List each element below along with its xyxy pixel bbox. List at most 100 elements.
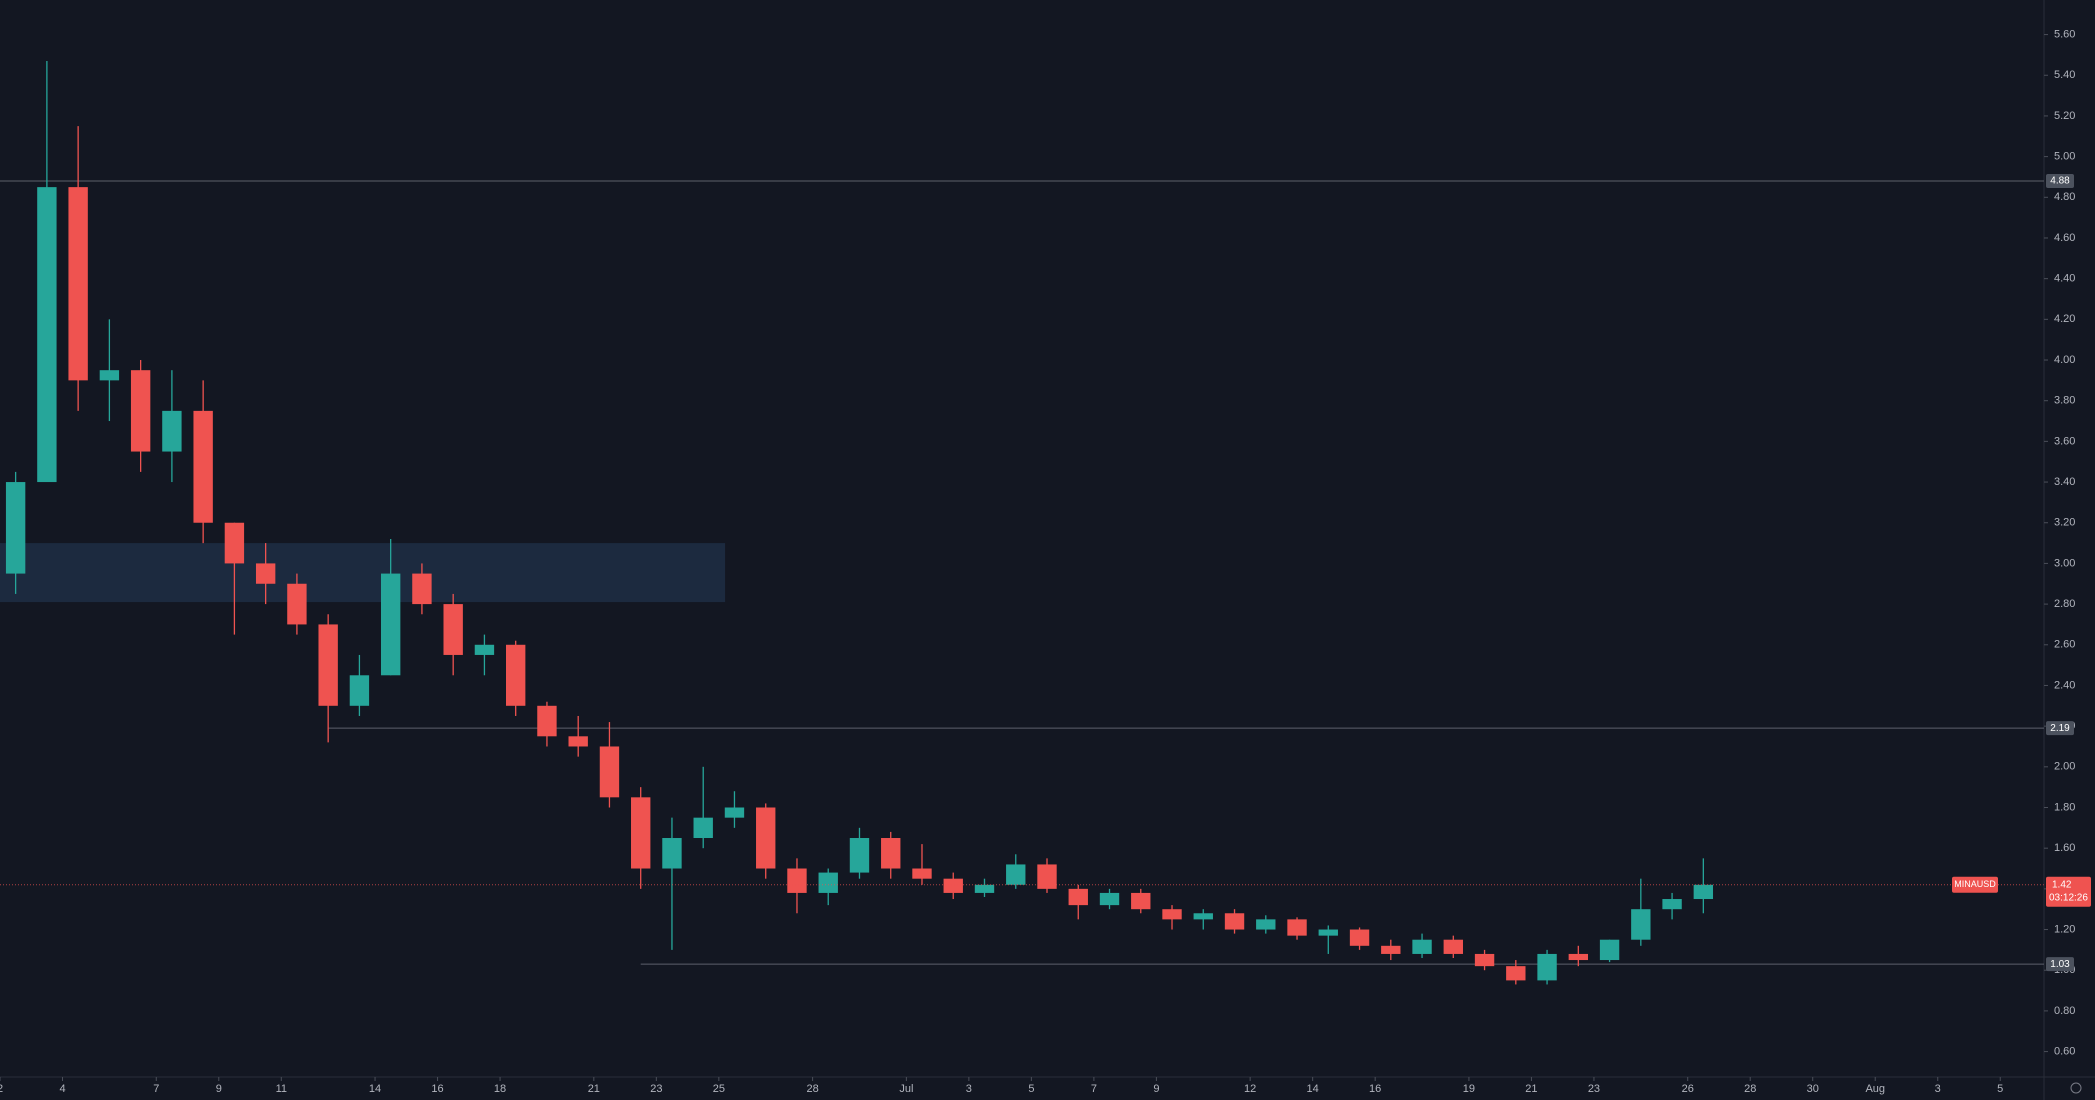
x-tick-label: 16 [431,1083,443,1095]
candle-body [1006,864,1026,885]
x-tick-label: 5 [1997,1083,2003,1095]
candle-body [318,624,338,706]
x-tick-label: 7 [1091,1083,1097,1095]
x-tick-label: Jul [899,1083,913,1095]
candle-body [1568,953,1589,961]
candle-body [756,807,776,869]
x-tick-label: 16 [1369,1083,1381,1095]
y-tick-label: 3.40 [2054,476,2075,488]
x-tick-label: 26 [1682,1083,1694,1095]
zone [0,543,726,603]
y-tick-label: 4.80 [2054,191,2075,203]
candle-body [412,573,432,605]
level-label-box [2046,174,2074,189]
y-tick-label: 3.00 [2054,557,2075,569]
x-tick-label: 18 [494,1083,506,1095]
candle-body [130,370,151,452]
candle-body [193,410,213,523]
candle-body [881,838,901,869]
candle-body [474,644,495,655]
x-tick-label: 4 [59,1083,65,1095]
candle-body [1224,913,1245,930]
x-tick-label: 9 [216,1083,222,1095]
candle-body [1537,953,1557,981]
level-label: 2.19 [2050,723,2070,734]
candle-body [662,838,682,869]
y-tick-label: 5.40 [2054,69,2075,81]
x-tick-label: 14 [1307,1083,1319,1095]
candle-body [68,187,88,381]
candle-body [693,817,713,839]
y-tick-label: 2.60 [2054,639,2075,651]
level-label-box [2046,721,2074,736]
candle-body [505,644,526,706]
candle-body [974,884,995,893]
x-tick-label: 23 [650,1083,662,1095]
candle-body [1412,939,1432,954]
candle-body [1287,919,1307,936]
level-label: 1.03 [2050,959,2070,970]
y-tick-label: 2.80 [2054,598,2075,610]
candle-body [943,878,963,893]
candle-body [1662,899,1682,910]
y-tick-label: 5.60 [2054,28,2075,40]
y-tick-label: 5.00 [2054,151,2075,163]
candle-body [162,410,182,452]
x-tick-label: 14 [369,1083,381,1095]
x-tick-label: 5 [1028,1083,1034,1095]
y-tick-label: 0.60 [2054,1045,2075,1057]
candle-body [1162,909,1182,920]
x-tick-label: 3 [1935,1083,1941,1095]
x-tick-label: 28 [806,1083,818,1095]
y-tick-label: 4.20 [2054,313,2075,325]
last-price-label: 1.42 [2052,879,2072,890]
x-tick-label: 30 [1807,1083,1819,1095]
level-label-box [2046,957,2074,972]
candle-body [1693,884,1714,900]
candle-body [724,807,745,818]
y-tick-label: 2.00 [2054,761,2075,773]
candle-body [1599,939,1620,961]
candle-body [37,187,57,483]
candle-body [599,746,620,798]
candle-body [1099,892,1120,906]
x-tick-label: 28 [1744,1083,1756,1095]
candle-body [380,573,401,676]
x-tick-label: 3 [966,1083,972,1095]
y-tick-label: 4.60 [2054,232,2075,244]
y-tick-label: 1.80 [2054,801,2075,813]
x-tick-label: 9 [1153,1083,1159,1095]
candle-body [1631,909,1651,940]
y-tick-label: 1.20 [2054,923,2075,935]
x-tick-label: 25 [713,1083,725,1095]
candle-body [1506,966,1526,981]
y-tick-label: 5.20 [2054,110,2075,122]
y-tick-label: 4.40 [2054,273,2075,285]
candle-body [1474,953,1495,967]
candle-body [443,604,463,655]
candle-body [1256,919,1276,930]
candle-body [287,583,307,625]
candle-body [849,838,870,873]
x-tick-label: 19 [1463,1083,1475,1095]
settings-icon[interactable] [2070,1082,2082,1094]
x-tick-label: 23 [1588,1083,1600,1095]
x-tick-label: 12 [1244,1083,1256,1095]
y-tick-label: 1.60 [2054,842,2075,854]
x-tick-label: 21 [588,1083,600,1095]
candle-body [1318,929,1338,936]
candle-body [255,563,276,584]
x-tick-label: 21 [1525,1083,1537,1095]
candle-body [537,705,557,737]
candle-body [912,868,932,879]
candle-body [1131,892,1151,910]
candle-body [224,522,245,564]
last-price-box [2046,876,2091,907]
x-tick-label: 7 [153,1083,159,1095]
x-tick-label: Aug [1865,1083,1885,1095]
y-tick-label: 4.00 [2054,354,2075,366]
candle-body [568,736,588,747]
y-tick-label: 0.80 [2054,1005,2075,1017]
candle-body [631,797,651,869]
